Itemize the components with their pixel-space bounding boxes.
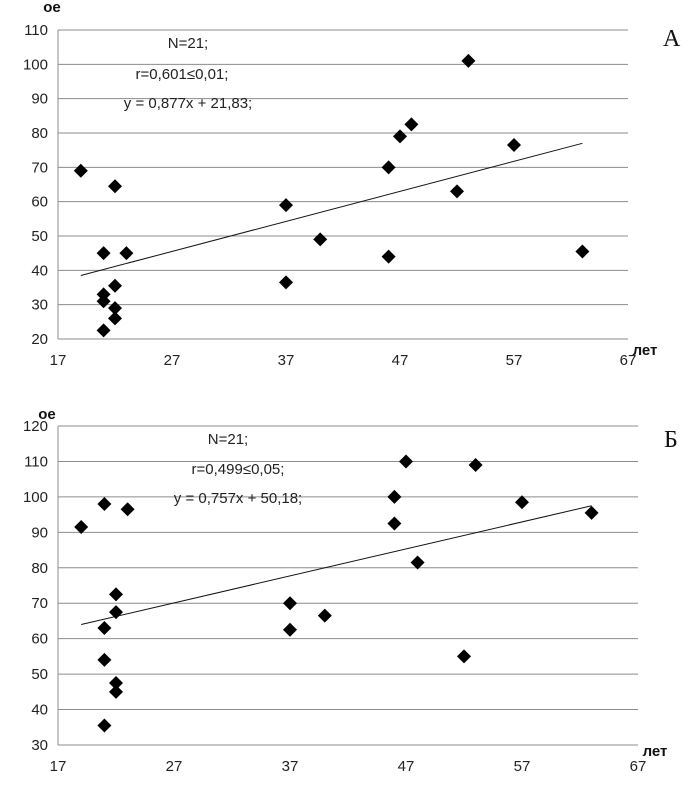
data-point	[381, 160, 396, 175]
data-point	[108, 179, 122, 194]
data-point	[404, 117, 419, 132]
y-tick-label: 70	[31, 595, 48, 612]
x-tick-label: 57	[506, 352, 523, 369]
y-tick-label: 50	[31, 228, 48, 245]
panel-letter: А	[663, 26, 681, 52]
data-point	[96, 246, 111, 261]
x-tick-label: 67	[620, 352, 637, 369]
regression-annotation: y = 0,877x + 21,83;	[124, 95, 252, 112]
y-axis-label: ое	[43, 0, 61, 16]
y-tick-label: 30	[31, 297, 48, 314]
data-point	[457, 649, 471, 664]
data-point	[283, 622, 297, 637]
data-point	[279, 198, 293, 213]
data-point	[507, 138, 521, 153]
data-point	[283, 596, 297, 611]
panel-1: 20 30 40 50 60 70 80 90 100 110 17 27 37 47 57 67 ое лет А…	[23, 0, 681, 369]
x-tick-label: 27	[166, 758, 183, 775]
data-point	[109, 605, 123, 620]
y-tick-label: 20	[31, 331, 48, 348]
y-tick-label: 80	[31, 560, 48, 577]
y-tick-label: 40	[31, 702, 48, 719]
data-point	[279, 275, 293, 290]
data-point	[515, 495, 529, 510]
data-point	[108, 311, 122, 326]
data-point	[468, 457, 483, 472]
x-tick-label: 67	[630, 758, 647, 775]
regression-annotation: N=21;	[208, 431, 248, 448]
data-point	[97, 652, 112, 667]
data-point	[410, 555, 425, 570]
data-point	[97, 496, 112, 511]
regression-annotation: N=21;	[168, 35, 208, 52]
y-tick-label: 60	[31, 194, 48, 211]
x-tick-label: 47	[398, 758, 415, 775]
y-axis-label: ое	[38, 406, 56, 423]
data-point	[461, 53, 476, 68]
data-point	[73, 163, 88, 178]
data-point	[109, 675, 123, 690]
y-tick-label: 110	[24, 453, 48, 470]
data-point	[381, 249, 396, 264]
data-point	[109, 684, 123, 699]
x-axis-label: лет	[633, 342, 658, 359]
y-tick-label: 90	[31, 91, 48, 108]
y-tick-label: 110	[24, 22, 48, 39]
data-point	[108, 278, 122, 293]
panel-letter: Б	[664, 427, 678, 453]
data-point	[450, 184, 464, 199]
data-point	[120, 502, 135, 517]
data-point	[97, 621, 112, 636]
x-tick-label: 57	[514, 758, 531, 775]
y-tick-label: 50	[31, 666, 48, 683]
y-tick-label: 90	[31, 524, 48, 541]
x-tick-label: 27	[164, 352, 181, 369]
y-tick-label: 40	[31, 262, 48, 279]
data-point	[387, 489, 402, 504]
regression-annotation: r=0,499≤0,05;	[192, 461, 285, 478]
data-point	[575, 244, 590, 259]
trend-line	[80, 142, 583, 276]
data-point	[96, 323, 111, 338]
y-tick-label: 60	[31, 631, 48, 648]
data-point	[393, 129, 407, 144]
y-tick-label: 100	[23, 489, 48, 506]
regression-annotation: r=0,601≤0,01;	[136, 66, 229, 83]
data-point	[108, 301, 122, 316]
x-tick-label: 17	[50, 758, 67, 775]
regression-annotation: y = 0,757x + 50,18;	[174, 490, 302, 507]
data-point	[109, 587, 123, 602]
data-point	[399, 454, 413, 469]
data-point	[313, 232, 328, 247]
data-point	[317, 608, 332, 623]
panel-2: 30 40 50 60 70 80 90 100 110 120 17 27 37 47 57 67 ое лет…	[23, 406, 678, 775]
y-tick-label: 70	[31, 159, 48, 176]
x-tick-label: 17	[50, 352, 67, 369]
y-tick-label: 120	[23, 418, 48, 435]
x-axis-label: лет	[643, 743, 668, 760]
data-point	[119, 246, 134, 261]
x-tick-label: 37	[282, 758, 299, 775]
data-point	[96, 294, 111, 309]
data-point	[74, 520, 89, 535]
trend-line	[81, 505, 592, 625]
y-tick-label: 30	[31, 737, 48, 754]
x-tick-label: 37	[278, 352, 295, 369]
data-point	[584, 505, 599, 520]
data-point	[387, 516, 402, 531]
y-tick-label: 100	[23, 56, 48, 73]
y-tick-label: 80	[31, 125, 48, 142]
data-point	[97, 718, 112, 733]
x-tick-label: 47	[392, 352, 409, 369]
